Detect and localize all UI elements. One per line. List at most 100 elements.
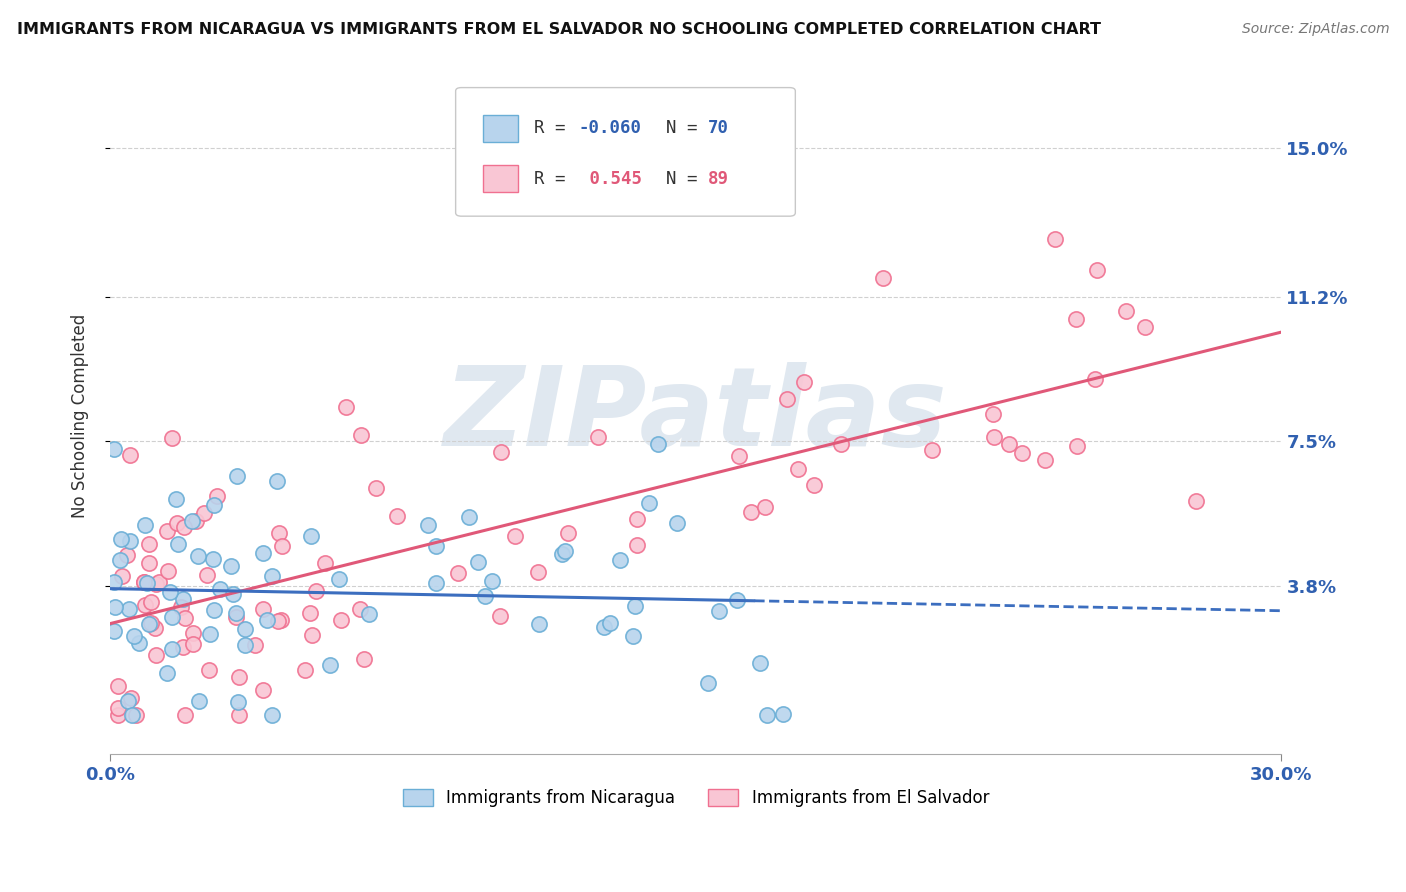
Point [262, 708, 284, 723]
Point [666, 516, 689, 530]
Point [193, 506, 215, 520]
Point [626, 512, 648, 526]
Point [252, 546, 274, 560]
Point [599, 616, 621, 631]
Point [107, 708, 129, 723]
FancyBboxPatch shape [482, 165, 517, 193]
Point [222, 587, 245, 601]
FancyBboxPatch shape [482, 115, 517, 142]
Point [271, 539, 294, 553]
Point [314, 557, 336, 571]
Point [139, 616, 162, 631]
Text: ZIPatlas: ZIPatlas [444, 362, 948, 469]
Point [1115, 304, 1137, 318]
Point [107, 701, 129, 715]
Point [1087, 262, 1109, 277]
Point [586, 430, 609, 444]
Point [252, 602, 274, 616]
Point [134, 598, 156, 612]
Point [921, 443, 943, 458]
Point [269, 526, 291, 541]
Point [725, 593, 748, 607]
Point [1033, 453, 1056, 467]
Point [120, 691, 142, 706]
Point [139, 594, 162, 608]
Point [165, 491, 187, 506]
Point [1066, 440, 1088, 454]
Point [621, 629, 644, 643]
Point [128, 636, 150, 650]
Point [202, 603, 225, 617]
Point [696, 676, 718, 690]
Point [329, 613, 352, 627]
Point [740, 505, 762, 519]
Point [219, 559, 242, 574]
Point [458, 510, 481, 524]
Point [187, 694, 209, 708]
Point [138, 556, 160, 570]
Point [793, 375, 815, 389]
FancyBboxPatch shape [456, 87, 796, 216]
Point [1185, 494, 1208, 508]
Point [364, 481, 387, 495]
Text: IMMIGRANTS FROM NICARAGUA VS IMMIGRANTS FROM EL SALVADOR NO SCHOOLING COMPLETED : IMMIGRANTS FROM NICARAGUA VS IMMIGRANTS … [17, 22, 1101, 37]
Point [467, 555, 489, 569]
Point [350, 428, 373, 442]
Y-axis label: No Schooling Completed: No Schooling Completed [72, 314, 89, 518]
Point [1066, 311, 1088, 326]
Point [425, 539, 447, 553]
Text: R =: R = [534, 170, 576, 188]
Point [107, 679, 129, 693]
Point [252, 683, 274, 698]
Point [173, 520, 195, 534]
Point [593, 620, 616, 634]
Point [489, 445, 512, 459]
Point [104, 600, 127, 615]
Point [103, 624, 125, 639]
Point [166, 536, 188, 550]
Point [172, 640, 194, 654]
Point [481, 574, 503, 589]
Point [138, 617, 160, 632]
Text: -0.060: -0.060 [579, 120, 641, 137]
Point [174, 610, 197, 624]
Point [160, 609, 183, 624]
Point [115, 549, 138, 563]
Point [626, 538, 648, 552]
Text: Source: ZipAtlas.com: Source: ZipAtlas.com [1241, 22, 1389, 37]
Point [136, 575, 159, 590]
Point [803, 478, 825, 492]
Point [872, 270, 894, 285]
Point [305, 584, 328, 599]
Point [225, 606, 247, 620]
Point [169, 599, 191, 614]
Point [202, 498, 225, 512]
Point [416, 517, 439, 532]
Point [319, 657, 342, 672]
Point [749, 656, 772, 670]
Text: N =: N = [645, 120, 709, 137]
Point [830, 437, 852, 451]
Point [624, 599, 647, 613]
Point [474, 589, 496, 603]
Point [138, 537, 160, 551]
Point [187, 549, 209, 563]
Text: 89: 89 [707, 170, 728, 188]
Point [118, 533, 141, 548]
Text: R =: R = [534, 120, 576, 137]
Point [205, 490, 228, 504]
Point [243, 638, 266, 652]
Point [1084, 372, 1107, 386]
Point [1135, 319, 1157, 334]
Point [228, 708, 250, 723]
Point [727, 450, 749, 464]
Text: 70: 70 [707, 120, 728, 137]
Point [754, 500, 776, 514]
Point [134, 517, 156, 532]
Point [132, 574, 155, 589]
Point [209, 582, 232, 596]
Point [359, 607, 381, 622]
Point [262, 569, 284, 583]
Point [134, 574, 156, 589]
Point [155, 665, 177, 680]
